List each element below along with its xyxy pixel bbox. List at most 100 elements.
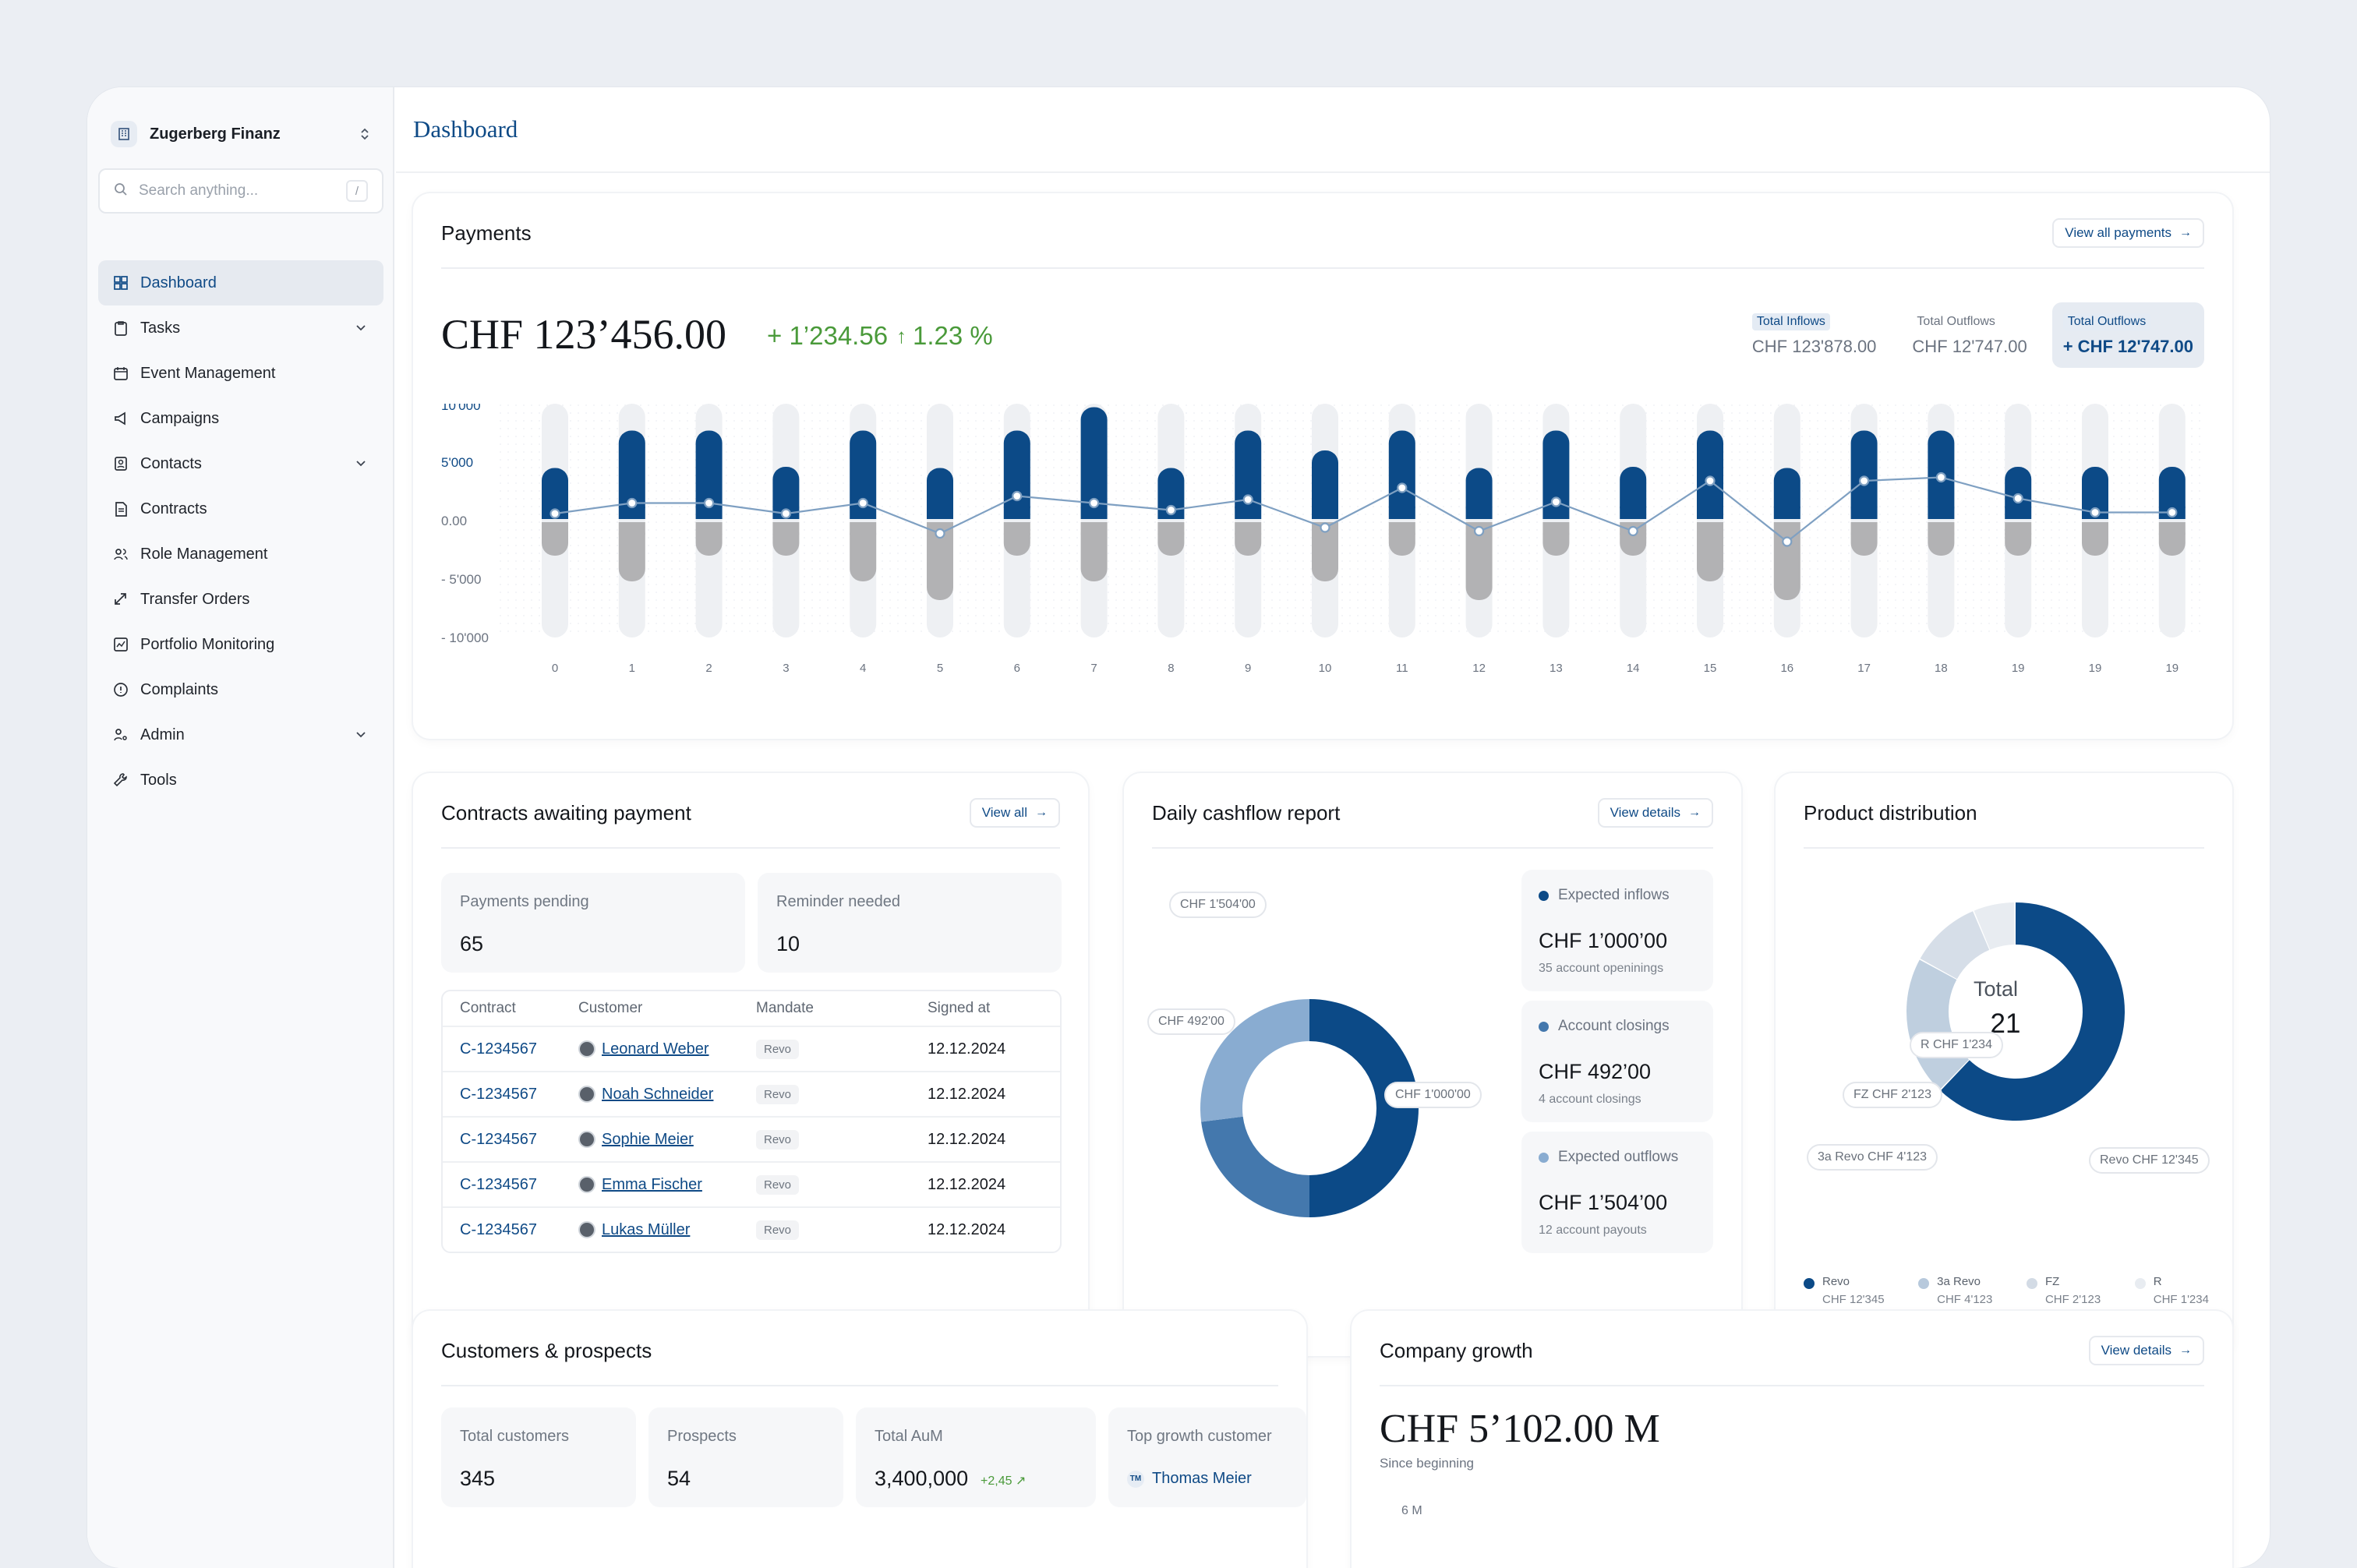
sidebar-item-transfer-orders[interactable]: Transfer Orders: [98, 577, 383, 622]
inflow-bar[interactable]: [1388, 430, 1415, 520]
inflow-bar[interactable]: [1773, 468, 1800, 520]
net-point[interactable]: [549, 508, 560, 519]
sidebar-item-contacts[interactable]: Contacts: [98, 441, 383, 486]
donut-segment[interactable]: [1920, 911, 1990, 980]
summary-item[interactable]: Total Outflows + CHF 12'747.00: [2051, 302, 2204, 368]
net-point[interactable]: [1165, 504, 1177, 516]
view-growth-details-button[interactable]: View details →: [2088, 1336, 2204, 1365]
sidebar-item-event-management[interactable]: Event Management: [98, 351, 383, 396]
payments-change-pct: 1.23 %: [913, 321, 993, 350]
inflow-bar[interactable]: [1465, 468, 1493, 520]
customer-link[interactable]: Sophie Meier: [602, 1130, 694, 1148]
top-customer[interactable]: TM Thomas Meier: [1127, 1470, 1252, 1488]
inflow-bar[interactable]: [2082, 467, 2108, 519]
net-point[interactable]: [1782, 536, 1793, 547]
inflow-bar[interactable]: [1157, 468, 1185, 520]
chevron-down-icon[interactable]: [352, 455, 369, 472]
outflow-bar[interactable]: [1773, 522, 1800, 600]
net-point[interactable]: [1088, 497, 1100, 509]
chevron-down-icon[interactable]: [352, 726, 369, 743]
view-all-contracts-button[interactable]: View all →: [969, 798, 1060, 828]
outflow-bar[interactable]: [1312, 522, 1338, 581]
net-point[interactable]: [935, 528, 945, 539]
net-point[interactable]: [857, 497, 868, 509]
sidebar-item-tools[interactable]: Tools: [98, 758, 383, 803]
customer-link[interactable]: Noah Schneider: [602, 1085, 714, 1103]
net-point[interactable]: [1858, 475, 1870, 486]
org-switcher[interactable]: Zugerberg Finanz: [111, 114, 376, 154]
net-point[interactable]: [1320, 522, 1330, 533]
net-point[interactable]: [627, 497, 638, 509]
chevron-down-icon[interactable]: [352, 320, 369, 337]
inflow-bar[interactable]: [1235, 430, 1262, 520]
inflow-bar[interactable]: [1620, 467, 1647, 519]
contract-id-link[interactable]: C-1234567: [460, 1175, 537, 1193]
summary-item[interactable]: Total Inflows CHF 123'878.00: [1741, 302, 1888, 368]
outflow-bar[interactable]: [850, 522, 877, 581]
sidebar-item-portfolio-monitoring[interactable]: Portfolio Monitoring: [98, 622, 383, 667]
sidebar-item-complaints[interactable]: Complaints: [98, 667, 383, 712]
inflow-bar[interactable]: [2005, 467, 2032, 519]
sidebar-item-campaigns[interactable]: Campaigns: [98, 396, 383, 441]
outflow-bar[interactable]: [927, 522, 953, 600]
donut-segment[interactable]: [1974, 902, 2015, 950]
view-cashflow-details-button[interactable]: View details →: [1597, 798, 1713, 828]
net-point[interactable]: [1012, 490, 1023, 502]
net-point[interactable]: [1705, 475, 1716, 486]
outflow-bar[interactable]: [1080, 522, 1108, 581]
table-row[interactable]: C-1234567 Noah Schneider Revo 12.12.2024: [443, 1071, 1060, 1116]
customer-link[interactable]: Lukas Müller: [602, 1220, 691, 1238]
net-point[interactable]: [1473, 525, 1485, 537]
sidebar-item-dashboard[interactable]: Dashboard: [98, 260, 383, 305]
net-point[interactable]: [1242, 494, 1253, 505]
inflow-bar[interactable]: [542, 468, 568, 520]
inflow-bar[interactable]: [1697, 430, 1723, 520]
contract-id-link[interactable]: C-1234567: [460, 1220, 537, 1238]
net-point[interactable]: [2090, 507, 2101, 518]
inflow-bar[interactable]: [1850, 430, 1878, 520]
net-point[interactable]: [1550, 496, 1562, 507]
sidebar-item-role-management[interactable]: Role Management: [98, 531, 383, 577]
inflow-bar[interactable]: [850, 430, 877, 520]
view-all-payments-button[interactable]: View all payments →: [2052, 218, 2204, 248]
contract-id-link[interactable]: C-1234567: [460, 1085, 537, 1103]
table-row[interactable]: C-1234567 Leonard Weber Revo 12.12.2024: [443, 1026, 1060, 1071]
inflow-bar[interactable]: [1003, 430, 1030, 520]
donut-segment[interactable]: [1201, 1116, 1309, 1217]
inflow-bar[interactable]: [1312, 450, 1338, 519]
net-point[interactable]: [780, 508, 791, 519]
table-row[interactable]: C-1234567 Sophie Meier Revo 12.12.2024: [443, 1116, 1060, 1161]
contract-id-link[interactable]: C-1234567: [460, 1040, 537, 1058]
customer-link[interactable]: Emma Fischer: [602, 1175, 702, 1193]
search-input[interactable]: Search anything...: [139, 182, 259, 199]
outflow-bar[interactable]: [618, 522, 645, 581]
search-field[interactable]: Search anything... /: [98, 168, 383, 214]
inflow-bar[interactable]: [927, 468, 953, 520]
net-point[interactable]: [1397, 482, 1408, 493]
net-point[interactable]: [1627, 525, 1638, 537]
inflow-bar[interactable]: [695, 430, 723, 520]
table-row[interactable]: C-1234567 Emma Fischer Revo 12.12.2024: [443, 1161, 1060, 1206]
sidebar-item-contracts[interactable]: Contracts: [98, 486, 383, 531]
outflow-bar[interactable]: [1697, 522, 1723, 581]
net-point[interactable]: [2167, 507, 2178, 518]
contract-id-link[interactable]: C-1234567: [460, 1130, 537, 1148]
donut-segment[interactable]: [1200, 999, 1309, 1122]
chevron-up-down-icon[interactable]: [354, 123, 376, 145]
sidebar-item-admin[interactable]: Admin: [98, 712, 383, 758]
table-row[interactable]: C-1234567 Lukas Müller Revo 12.12.2024: [443, 1206, 1060, 1252]
sidebar-item-tasks[interactable]: Tasks: [98, 305, 383, 351]
donut-segment[interactable]: [1309, 999, 1419, 1217]
net-point[interactable]: [2012, 493, 2023, 504]
customer-link[interactable]: Leonard Weber: [602, 1040, 709, 1058]
inflow-bar[interactable]: [772, 467, 800, 519]
outflow-bar[interactable]: [1465, 522, 1493, 600]
inflow-bar[interactable]: [1080, 407, 1108, 520]
inflow-bar[interactable]: [2158, 467, 2186, 519]
net-point[interactable]: [704, 497, 715, 509]
inflow-bar[interactable]: [1542, 430, 1570, 520]
donut-segment[interactable]: [1940, 902, 2125, 1121]
inflow-bar[interactable]: [618, 430, 645, 520]
net-point[interactable]: [1935, 471, 1947, 483]
summary-item[interactable]: Total Outflows CHF 12'747.00: [1901, 302, 2037, 368]
